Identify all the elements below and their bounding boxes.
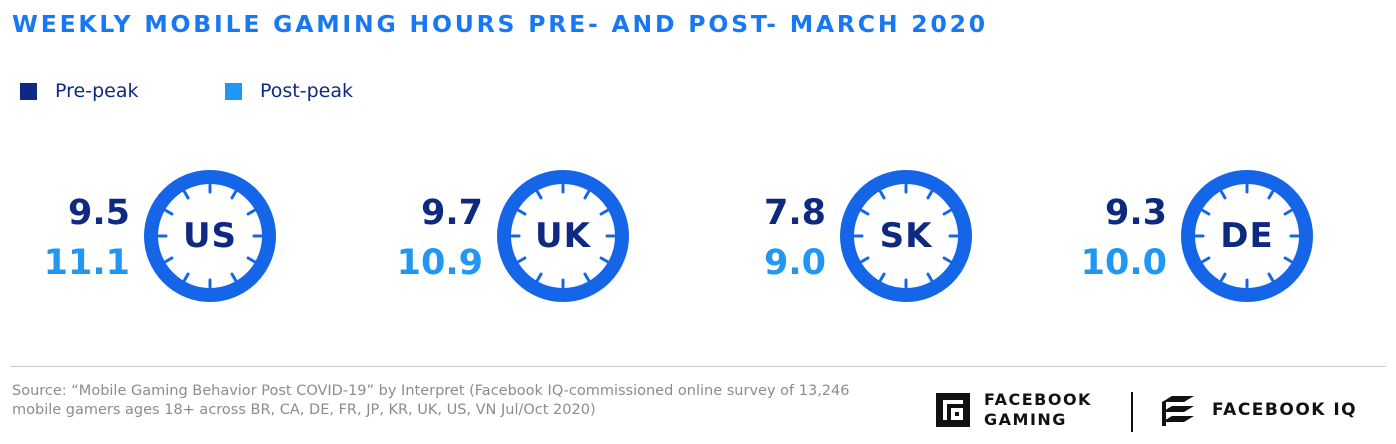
brand-iq-label: FACEBOOK IQ [1212, 400, 1358, 420]
clock-tick [164, 256, 174, 263]
clock-tick [183, 190, 190, 200]
country-label-uk: UK [535, 216, 591, 256]
source-note: Source: “Mobile Gaming Behavior Post COV… [12, 383, 850, 418]
clock-tick [583, 190, 590, 200]
clock-tick [860, 209, 870, 216]
clock-tick [230, 190, 237, 200]
clock-tick [164, 209, 174, 216]
clock-ring [144, 170, 276, 302]
clock-tick [183, 272, 190, 282]
clock-icon [497, 170, 629, 302]
facebook-iq-logo: FACEBOOK IQ [1160, 392, 1357, 428]
clock-tick [1283, 256, 1293, 263]
country-label-us: US [182, 216, 238, 256]
pre-peak-value-us: 9.5 [67, 193, 130, 233]
clock-tick [536, 272, 543, 282]
clock-tick [1283, 209, 1293, 216]
post-peak-value-de: 10.0 [1080, 243, 1167, 283]
clock-icon [144, 170, 276, 302]
clock-tick [1220, 190, 1227, 200]
clock-ring [840, 170, 972, 302]
clock-tick [942, 209, 952, 216]
clock-tick [583, 272, 590, 282]
footer-divider [10, 366, 1386, 367]
clock-tick [536, 190, 543, 200]
brand-divider [1131, 392, 1133, 432]
brand-gaming-line1: FACEBOOK [984, 390, 1092, 409]
country-group-de: 9.3 10.0 DE [1037, 166, 1317, 306]
clock-tick [599, 256, 609, 263]
clock-tick [926, 272, 933, 282]
clock-tick [246, 256, 256, 263]
country-label-sk: SK [879, 216, 933, 256]
post-peak-value-sk: 9.0 [763, 243, 826, 283]
clock-tick [1267, 190, 1274, 200]
pre-peak-value-uk: 9.7 [420, 193, 483, 233]
legend-swatch-pre-peak [20, 82, 37, 100]
country-group-sk: 7.8 9.0 SK [696, 166, 976, 306]
pre-peak-value-sk: 7.8 [763, 193, 826, 233]
post-peak-value-uk: 10.9 [396, 243, 483, 283]
clock-tick [517, 209, 527, 216]
clock-icon [1181, 170, 1313, 302]
clock-tick [1220, 272, 1227, 282]
clock-tick [1201, 256, 1211, 263]
clock-tick [1201, 209, 1211, 216]
clock-tick [599, 209, 609, 216]
clock-icon [840, 170, 972, 302]
country-group-us: 9.5 11.1 US [0, 166, 280, 306]
clock-tick [230, 272, 237, 282]
legend-swatch-post-peak [225, 82, 242, 100]
brand-gaming-line2: GAMING [984, 410, 1067, 429]
facebook-iq-icon [1162, 396, 1194, 426]
legend-label-post-peak: Post-peak [260, 80, 354, 102]
facebook-gaming-logo: FACEBOOK GAMING [936, 390, 1092, 430]
facebook-gaming-icon [936, 393, 970, 427]
clock-tick [1267, 272, 1274, 282]
clock-tick [879, 272, 886, 282]
legend-item-post-peak: Post-peak [225, 80, 353, 102]
clock-ring [1181, 170, 1313, 302]
country-group-uk: 9.7 10.9 UK [353, 166, 633, 306]
pre-peak-value-de: 9.3 [1104, 193, 1167, 233]
clock-tick [926, 190, 933, 200]
clock-tick [942, 256, 952, 263]
clock-tick [246, 209, 256, 216]
clock-tick [517, 256, 527, 263]
clock-ring [497, 170, 629, 302]
clock-tick [879, 190, 886, 200]
country-label-de: DE [1220, 216, 1274, 256]
legend-item-pre-peak: Pre-peak [20, 80, 138, 102]
chart-title: WEEKLY MOBILE GAMING HOURS PRE- AND POST… [12, 10, 988, 38]
clock-tick [860, 256, 870, 263]
legend-label-pre-peak: Pre-peak [55, 80, 139, 102]
post-peak-value-us: 11.1 [43, 243, 130, 283]
